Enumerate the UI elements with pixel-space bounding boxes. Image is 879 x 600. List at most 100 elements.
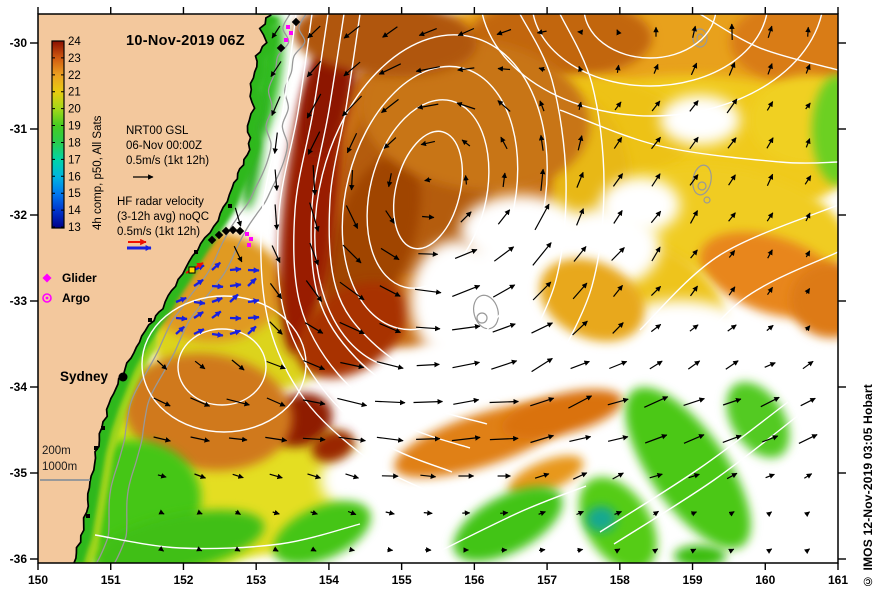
glider-legend-label: Glider: [62, 271, 97, 285]
current-arrow: [726, 472, 738, 480]
current-arrow: [683, 434, 705, 444]
current-arrow: [534, 472, 550, 479]
gsl-contour-loop: [314, 34, 548, 370]
current-arrow: [378, 63, 402, 75]
current-arrow: [415, 325, 441, 332]
y-tick-label: -30: [10, 36, 28, 50]
current-arrow: [307, 131, 321, 155]
no-data-patch: [460, 195, 580, 265]
glider-track-marker: [221, 226, 231, 236]
current-arrow: [306, 93, 322, 119]
current-arrow: [805, 212, 811, 222]
sst-blob: [812, 75, 838, 185]
gsl-contour-loop: [141, 295, 307, 433]
x-tick-label: 153: [246, 573, 266, 587]
current-arrow: [649, 360, 663, 370]
hf-radar-vector: [211, 297, 223, 304]
bathy-1000m-sample-line: [40, 479, 90, 481]
current-arrow: [157, 473, 167, 479]
gsl-legend-line1: NRT00 GSL: [126, 125, 189, 137]
current-arrow: [305, 280, 323, 302]
gsl-contour-line: [310, 14, 488, 425]
current-arrow: [805, 26, 811, 37]
current-arrow: [766, 137, 774, 149]
current-arrow: [690, 285, 698, 297]
hf-radar-vector: [211, 310, 222, 319]
hf-radar-vector: [211, 261, 221, 271]
gsl-legend-line3: 0.5m/s (1kt 12h): [126, 155, 210, 167]
current-arrow: [379, 285, 401, 297]
current-arrow: [804, 288, 811, 295]
current-arrow: [568, 395, 593, 409]
coastal-feature-dot: [194, 250, 198, 254]
current-arrow: [722, 434, 742, 443]
current-arrow: [532, 242, 552, 266]
city-label-sydney: Sydney: [60, 369, 109, 384]
x-tick-label: 161: [828, 573, 848, 587]
current-arrow: [339, 321, 365, 335]
current-arrow: [803, 473, 813, 479]
no-data-patch: [660, 95, 740, 145]
glider-position-recent: [249, 237, 253, 241]
current-arrow: [689, 100, 699, 112]
current-arrow: [501, 172, 507, 188]
hf-radar-vectors: [175, 261, 260, 338]
hf-radar-vector: [229, 282, 242, 289]
current-arrow: [302, 436, 326, 443]
current-arrow: [234, 546, 241, 552]
current-arrow: [607, 435, 629, 442]
current-arrow: [802, 360, 814, 370]
current-arrow: [650, 285, 662, 297]
gsl-contour-line: [639, 204, 838, 331]
no-data-patch: [410, 240, 500, 360]
current-arrow: [531, 357, 553, 373]
current-arrow: [644, 434, 668, 444]
sst-blob: [578, 477, 658, 563]
current-arrow: [306, 60, 322, 78]
gsl-contour-line: [94, 523, 361, 550]
current-arrow: [767, 25, 773, 38]
current-arrow: [385, 210, 395, 224]
colorbar: [51, 40, 65, 229]
current-arrow: [570, 360, 590, 370]
current-arrow: [196, 509, 203, 515]
current-arrow: [158, 509, 165, 515]
current-arrow: [760, 396, 780, 408]
colorbar-label: 4h comp, p50, All Sats: [92, 115, 104, 230]
current-arrow: [418, 251, 439, 257]
current-arrow: [531, 322, 553, 334]
hf-legend-line3: 0.5m/s (1kt 12h): [117, 226, 201, 238]
current-arrow: [539, 168, 546, 191]
current-arrow: [414, 288, 442, 295]
argo-legend-marker-dot: [45, 296, 49, 300]
current-arrow: [489, 435, 519, 442]
current-arrow: [538, 66, 546, 73]
current-arrow: [453, 397, 480, 405]
current-arrow: [345, 473, 360, 480]
current-arrow: [269, 473, 283, 480]
current-arrow: [387, 546, 394, 553]
gsl-contour-line: [519, 14, 567, 361]
current-arrow: [416, 361, 440, 368]
current-arrow: [304, 322, 324, 334]
glider-track-marker: [235, 226, 245, 236]
current-arrow: [577, 101, 583, 111]
current-arrow: [424, 177, 432, 183]
current-arrow: [383, 137, 397, 149]
map-title: 10-Nov-2019 06Z: [126, 33, 245, 49]
current-arrow: [725, 360, 739, 370]
seamount-contour: [703, 196, 711, 204]
current-arrow: [798, 434, 818, 444]
hf-radar-vector: [211, 283, 224, 290]
current-arrow: [538, 547, 546, 553]
current-arrow: [423, 510, 433, 516]
glider-track-marker: [276, 43, 286, 53]
current-arrow: [341, 95, 363, 117]
hf-radar-vector: [193, 311, 204, 319]
coastline: [73, 14, 272, 563]
x-tick-label: 158: [610, 573, 630, 587]
hf-radar-vector: [247, 298, 260, 305]
gsl-contours: [94, 14, 838, 557]
colorbar-tick-label: 17: [68, 154, 81, 166]
